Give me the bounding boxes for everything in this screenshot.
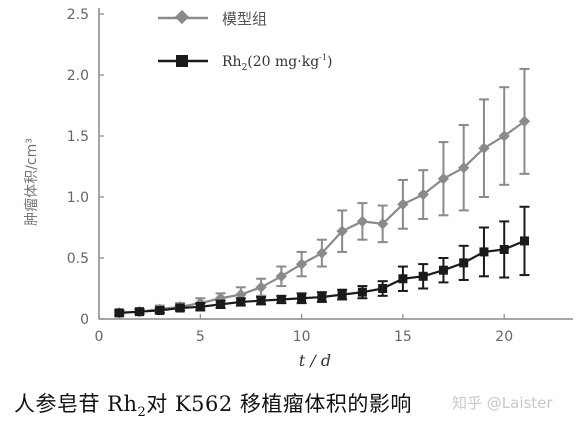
- data-point: [155, 305, 165, 315]
- data-point: [236, 297, 246, 307]
- x-tick-label: 15: [394, 329, 412, 345]
- data-point: [175, 303, 185, 313]
- data-point: [458, 162, 470, 174]
- legend-label-model: 模型组: [222, 10, 267, 28]
- data-point: [398, 274, 408, 284]
- data-point: [255, 281, 267, 293]
- legend-marker-model: [174, 9, 190, 25]
- data-point: [295, 258, 308, 270]
- watermark: 知乎 @Laister: [452, 394, 553, 412]
- x-axis-label: t / d: [299, 351, 331, 370]
- data-point: [357, 287, 367, 297]
- data-point: [479, 247, 489, 257]
- series-layer: [113, 67, 531, 319]
- data-point: [336, 225, 348, 237]
- data-point: [498, 130, 510, 142]
- data-point: [499, 244, 509, 254]
- series-model: [113, 67, 531, 319]
- data-point: [356, 215, 369, 228]
- tumor-volume-chart: 0 0.5 1.0 1.5 2.0 2.5 0 5 10 15 20 模型组 Rh2(20 mg·k…: [23, 7, 573, 370]
- data-point: [316, 247, 328, 259]
- y-tick-label: 1.5: [67, 129, 89, 145]
- caption-text-before: 人参皂苷 Rh: [14, 392, 138, 416]
- data-point: [216, 299, 226, 309]
- legend-rh2-sup: -1: [319, 53, 327, 62]
- y-tick-label: 1.0: [67, 190, 89, 206]
- legend-rh2-end: ): [327, 54, 332, 70]
- data-point: [376, 218, 389, 230]
- data-point: [459, 258, 469, 268]
- data-point: [418, 271, 428, 281]
- data-point: [417, 188, 429, 201]
- legend-label-rh2: Rh2(20 mg·kg-1): [222, 53, 332, 73]
- legend-rh2-sub: 2: [242, 63, 248, 73]
- legend: 模型组 Rh2(20 mg·kg-1): [158, 9, 332, 73]
- data-point: [195, 302, 205, 312]
- series-rh2: [114, 205, 530, 318]
- x-tick-label: 5: [196, 329, 205, 345]
- data-point: [437, 173, 450, 185]
- data-point: [478, 142, 490, 154]
- data-point: [317, 292, 327, 302]
- legend-marker-rh2: [176, 55, 188, 67]
- data-point: [519, 236, 529, 246]
- y-tick-label: 0: [80, 312, 89, 328]
- data-point: [378, 284, 388, 293]
- y-tick-label: 0.5: [67, 251, 89, 267]
- data-point: [438, 265, 448, 275]
- caption-subscript: 2: [137, 405, 147, 421]
- legend-rh2-rest: (20 mg·kg: [247, 54, 319, 70]
- data-point: [337, 290, 347, 300]
- data-point: [256, 296, 266, 306]
- chart-axes: [98, 8, 573, 320]
- x-tick-label: 0: [95, 329, 104, 345]
- tick-marks: 0 0.5 1.0 1.5 2.0 2.5 0 5 10 15 20: [67, 7, 513, 345]
- y-tick-label: 2.5: [67, 7, 89, 23]
- data-point: [276, 294, 286, 304]
- data-point: [275, 270, 288, 282]
- data-point: [114, 308, 124, 318]
- data-point: [297, 293, 307, 303]
- x-tick-label: 10: [293, 329, 311, 345]
- data-point: [135, 307, 145, 317]
- y-axis-label: 肿瘤体积/cm³: [23, 138, 40, 226]
- x-tick-label: 20: [495, 329, 513, 345]
- legend-rh2-main: Rh: [222, 54, 242, 70]
- caption-text-after: 对 K562 移植瘤体积的影响: [146, 392, 412, 416]
- y-tick-label: 2.0: [67, 68, 89, 84]
- figure-caption: 人参皂苷 Rh2对 K562 移植瘤体积的影响: [14, 388, 412, 420]
- data-point: [397, 198, 409, 210]
